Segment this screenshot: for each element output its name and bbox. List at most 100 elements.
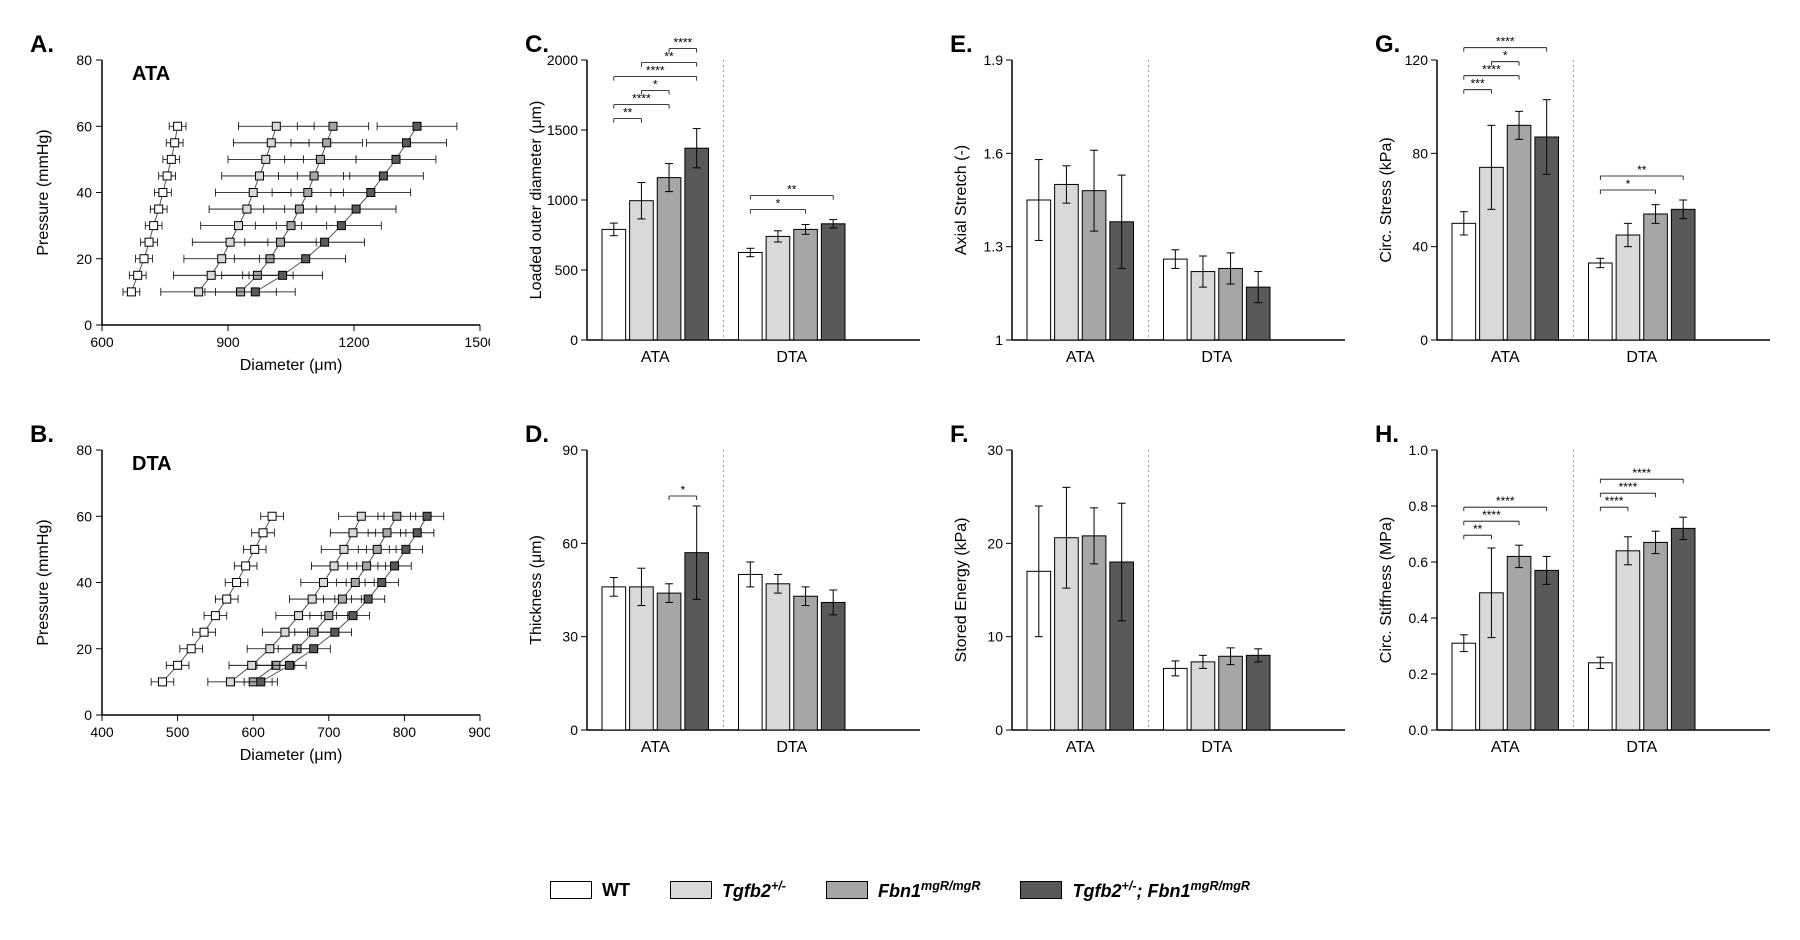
- panel-e-axial-stretch: 11.31.61.9Axial Stretch (-)E.ATADTA: [950, 30, 1355, 380]
- svg-text:*: *: [1626, 177, 1631, 191]
- svg-text:Circ. Stress (kPa): Circ. Stress (kPa): [1378, 137, 1395, 262]
- panel-c-loaded-diameter: 0 500 1000 1500 2000 Loaded outer diameter (μ…: [525, 30, 930, 380]
- svg-text:60: 60: [76, 508, 92, 524]
- panel-g-circ-stress: 04080120Circ. Stress (kPa)G.ATADTA******…: [1375, 30, 1780, 380]
- legend-swatch: [550, 881, 592, 899]
- svg-text:H.: H.: [1375, 421, 1399, 448]
- svg-text:60: 60: [76, 118, 92, 134]
- legend-swatch: [826, 881, 868, 899]
- svg-text:0.2: 0.2: [1409, 666, 1429, 682]
- svg-text:0.0: 0.0: [1409, 722, 1429, 738]
- svg-text:****: ****: [1482, 508, 1501, 522]
- svg-text:700: 700: [317, 724, 341, 740]
- svg-text:****: ****: [1619, 480, 1638, 494]
- svg-text:0.4: 0.4: [1409, 610, 1429, 626]
- svg-text:1500: 1500: [547, 122, 578, 138]
- svg-text:0: 0: [995, 722, 1003, 738]
- svg-text:**: **: [623, 106, 633, 120]
- svg-text:1000: 1000: [547, 192, 578, 208]
- panel-h-circ-stiffness: 0.00.20.40.60.81.0Circ. Stiffness (MPa)H…: [1375, 420, 1780, 770]
- svg-text:G.: G.: [1375, 31, 1400, 58]
- svg-text:30: 30: [562, 629, 578, 645]
- svg-text:DTA: DTA: [1626, 739, 1657, 756]
- svg-text:20: 20: [987, 535, 1003, 551]
- svg-text:Axial Stretch (-): Axial Stretch (-): [953, 145, 970, 255]
- svg-text:40: 40: [76, 575, 92, 591]
- legend-label: Tgfb2+/-: [722, 879, 786, 902]
- svg-text:***: ***: [1471, 77, 1485, 91]
- svg-text:20: 20: [76, 641, 92, 657]
- svg-text:DTA: DTA: [776, 739, 807, 756]
- legend-label: WT: [602, 880, 630, 901]
- svg-text:80: 80: [76, 52, 92, 68]
- svg-text:1.6: 1.6: [984, 145, 1004, 161]
- svg-text:*: *: [776, 197, 781, 211]
- legend-item-wt: WT: [550, 880, 630, 901]
- svg-text:80: 80: [1412, 145, 1428, 161]
- svg-text:Circ. Stiffness (MPa): Circ. Stiffness (MPa): [1378, 517, 1395, 663]
- svg-text:ATA: ATA: [1066, 739, 1095, 756]
- svg-text:20: 20: [76, 251, 92, 267]
- svg-text:30: 30: [987, 442, 1003, 458]
- svg-text:0: 0: [1420, 332, 1428, 348]
- svg-text:*: *: [681, 483, 686, 497]
- svg-text:DTA: DTA: [1626, 349, 1657, 366]
- legend-swatch: [670, 881, 712, 899]
- svg-text:2000: 2000: [547, 52, 578, 68]
- svg-text:*: *: [1503, 49, 1508, 63]
- svg-text:600: 600: [90, 334, 114, 350]
- svg-text:*: *: [653, 78, 658, 92]
- panel-a-pressure-diameter-ata: 60090012001500020406080Diameter (μm)Pres…: [30, 30, 490, 380]
- svg-text:ATA: ATA: [1491, 349, 1520, 366]
- svg-text:600: 600: [242, 724, 266, 740]
- legend-swatch: [1020, 881, 1062, 899]
- svg-text:**: **: [1637, 163, 1647, 177]
- svg-text:Stored Energy (kPa): Stored Energy (kPa): [953, 518, 970, 663]
- svg-text:900: 900: [468, 724, 490, 740]
- svg-text:0.6: 0.6: [1409, 554, 1429, 570]
- svg-text:Pressure (mmHg): Pressure (mmHg): [35, 519, 52, 645]
- svg-text:****: ****: [1496, 35, 1515, 49]
- svg-text:Thickness (μm): Thickness (μm): [528, 535, 545, 645]
- svg-text:800: 800: [393, 724, 417, 740]
- svg-text:DTA: DTA: [132, 453, 172, 475]
- svg-text:1200: 1200: [338, 334, 369, 350]
- svg-text:0: 0: [570, 722, 578, 738]
- svg-text:Pressure (mmHg): Pressure (mmHg): [35, 129, 52, 255]
- svg-text:ATA: ATA: [641, 349, 670, 366]
- svg-text:120: 120: [1405, 52, 1429, 68]
- panel-d-thickness: 0306090Thickness (μm)D.ATADTA*: [525, 420, 930, 770]
- svg-text:**: **: [787, 183, 797, 197]
- svg-text:E.: E.: [950, 31, 973, 58]
- legend-item-tgfb: Tgfb2+/-: [670, 879, 786, 902]
- svg-text:**: **: [1473, 522, 1483, 536]
- svg-text:500: 500: [555, 262, 579, 278]
- svg-text:****: ****: [1496, 494, 1515, 508]
- figure-legend: WT Tgfb2+/- Fbn1mgR/mgR Tgfb2+/-; Fbn1mgR/m…: [20, 860, 1780, 920]
- svg-text:500: 500: [166, 724, 190, 740]
- svg-text:****: ****: [1605, 494, 1624, 508]
- svg-text:ATA: ATA: [641, 739, 670, 756]
- svg-text:ATA: ATA: [1491, 739, 1520, 756]
- legend-item-both: Tgfb2+/-; Fbn1mgR/mgR: [1020, 879, 1250, 902]
- svg-text:****: ****: [674, 36, 693, 50]
- svg-text:0: 0: [84, 707, 92, 723]
- legend-item-fbn: Fbn1mgR/mgR: [826, 879, 980, 902]
- svg-text:A.: A.: [30, 31, 54, 58]
- svg-text:0: 0: [84, 317, 92, 333]
- svg-text:C.: C.: [525, 31, 549, 58]
- svg-text:DTA: DTA: [776, 349, 807, 366]
- svg-text:Diameter (μm): Diameter (μm): [240, 747, 343, 764]
- svg-text:40: 40: [1412, 239, 1428, 255]
- svg-text:60: 60: [562, 535, 578, 551]
- svg-text:0: 0: [570, 332, 578, 348]
- svg-text:****: ****: [646, 64, 665, 78]
- svg-text:1.9: 1.9: [984, 52, 1004, 68]
- svg-text:1.0: 1.0: [1409, 442, 1429, 458]
- svg-text:F.: F.: [950, 421, 969, 448]
- svg-text:1.3: 1.3: [984, 239, 1004, 255]
- svg-text:ATA: ATA: [132, 63, 170, 85]
- svg-text:Diameter (μm): Diameter (μm): [240, 357, 343, 374]
- svg-text:Loaded outer diameter (μm): Loaded outer diameter (μm): [528, 101, 545, 300]
- svg-text:D.: D.: [525, 421, 549, 448]
